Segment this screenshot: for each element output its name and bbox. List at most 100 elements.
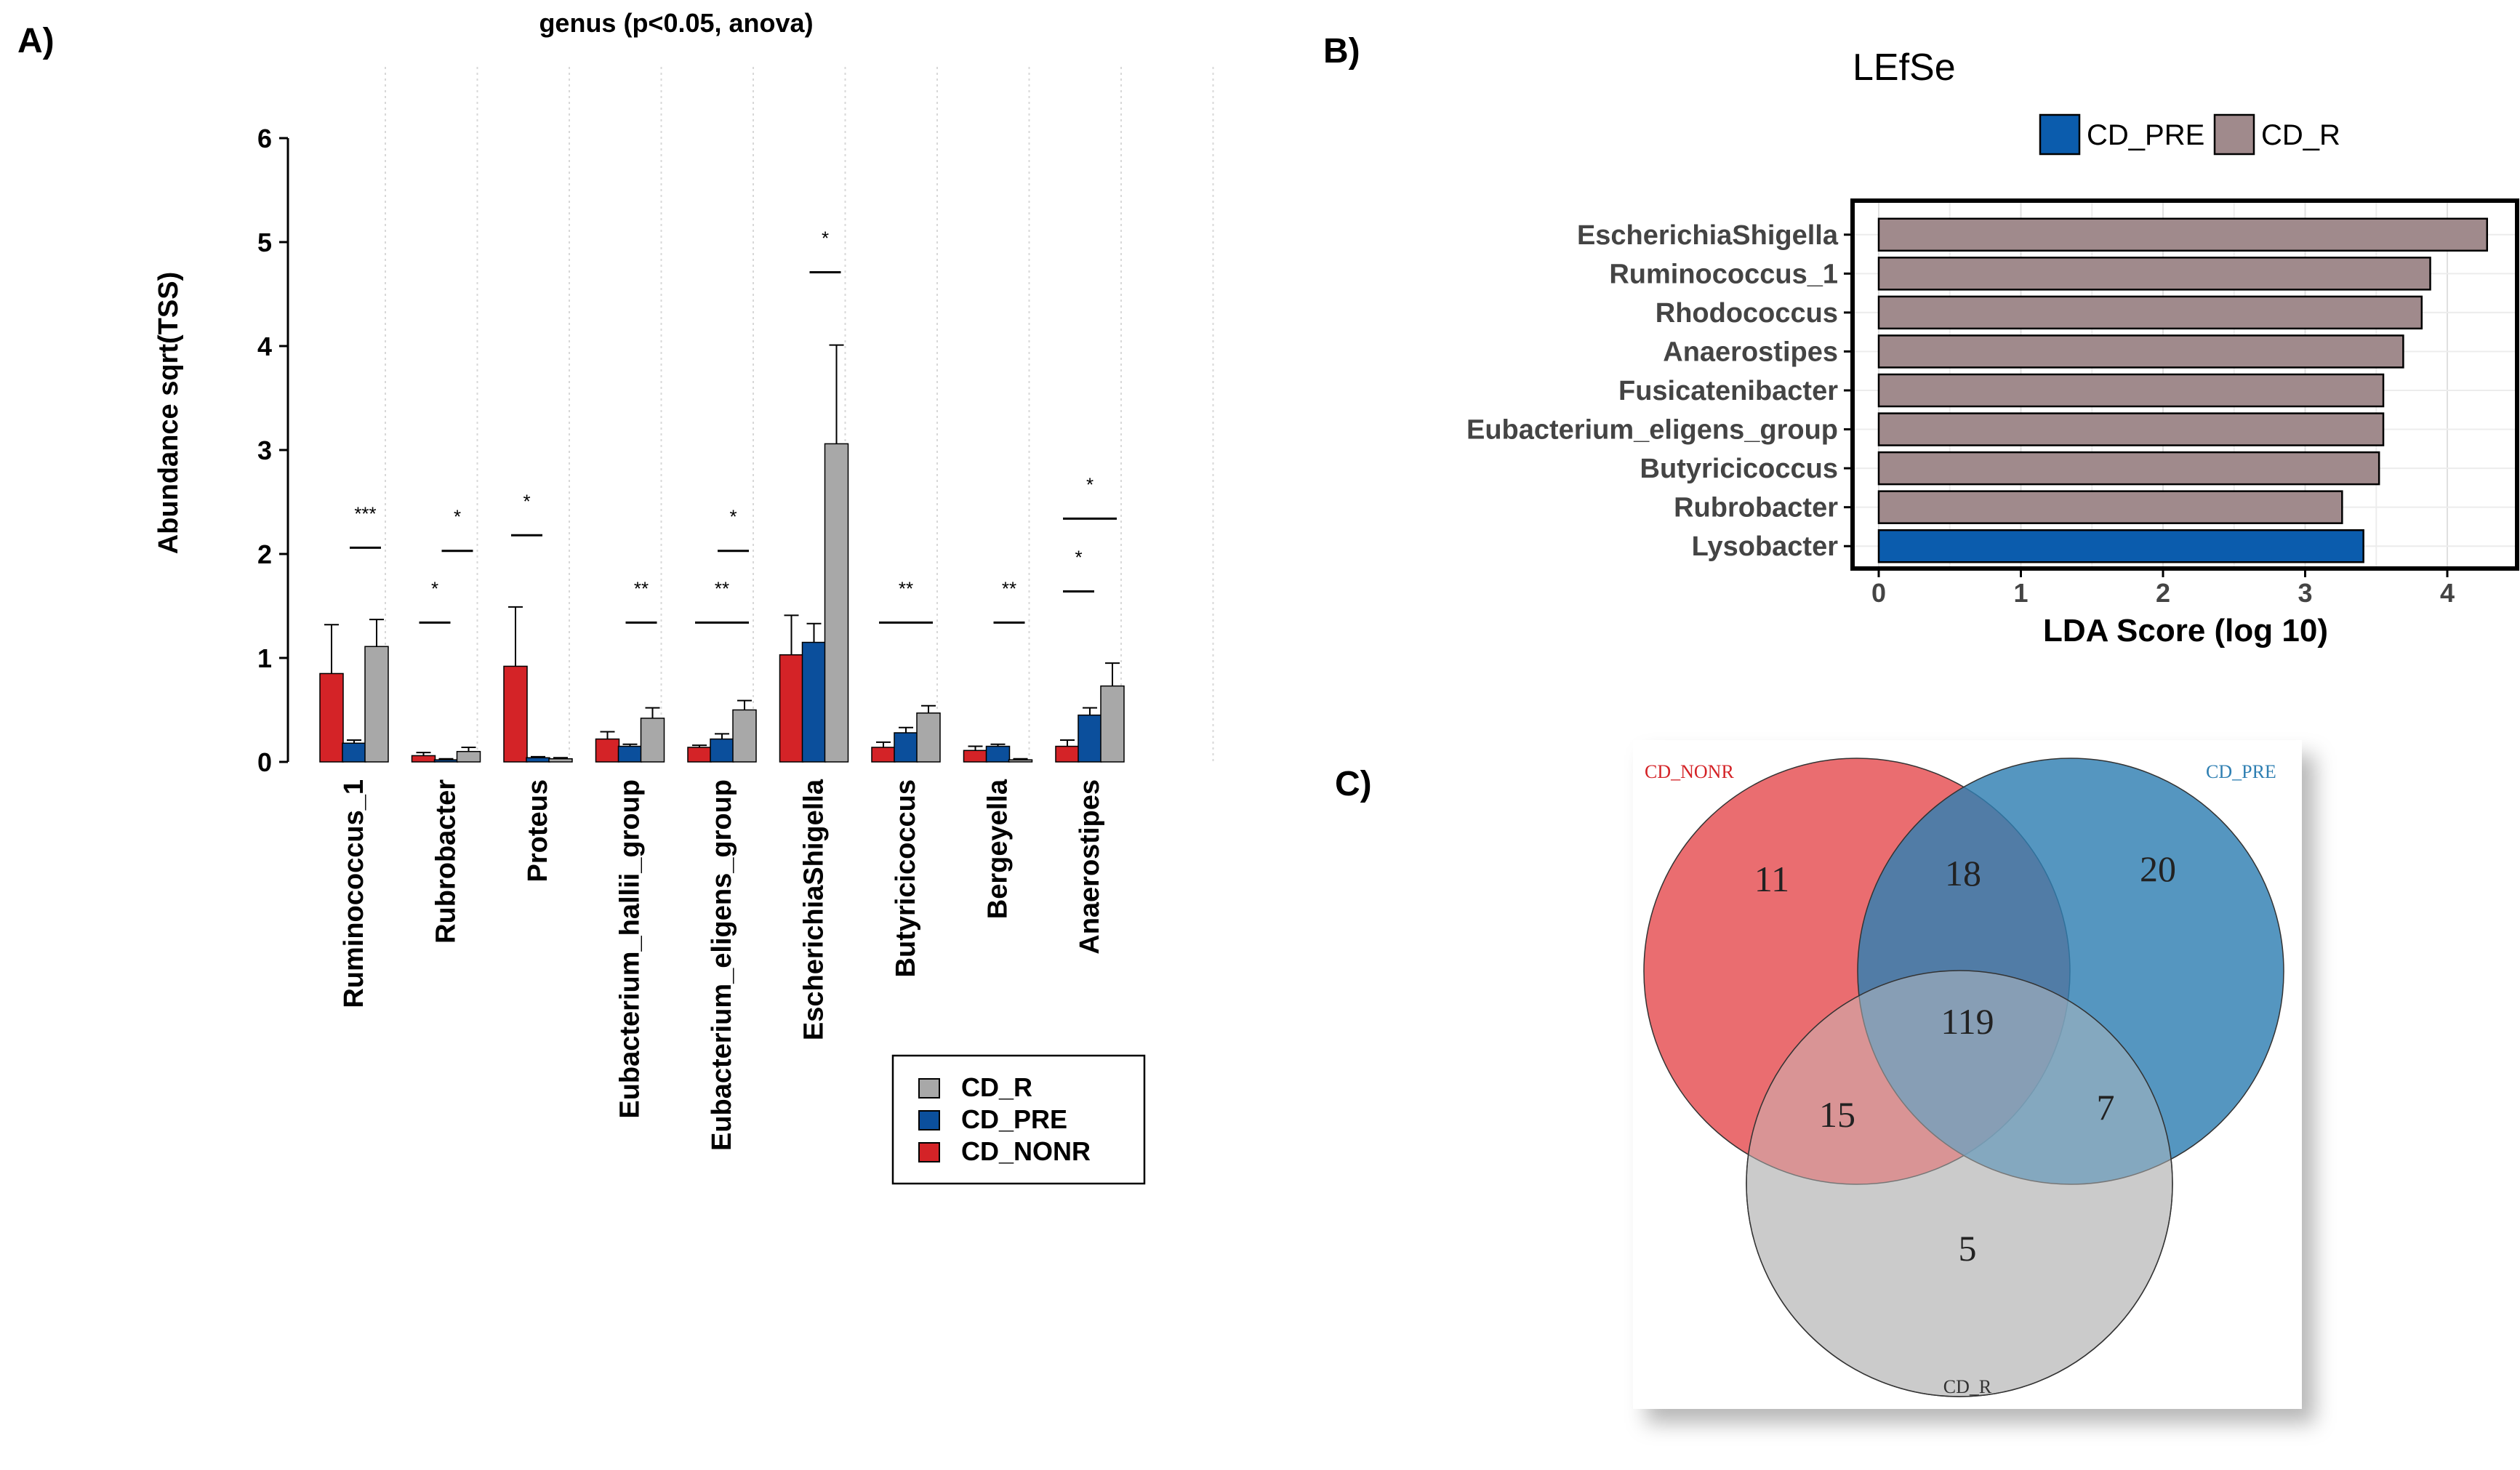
category-label: Rubrobacter (1674, 493, 1838, 523)
venn-count-only-nonr: 11 (1754, 859, 1789, 899)
bar-cd-r (824, 443, 849, 763)
legend-label-cd-r: CD_R (961, 1072, 1032, 1102)
significance-label: * (454, 506, 461, 528)
bar-cd-nonr (871, 747, 896, 763)
bar-cd-nonr (411, 755, 436, 763)
venn-count-all: 119 (1941, 1001, 1994, 1042)
significance-label: *** (354, 502, 376, 524)
chart-a-y-ticks: 0 1 2 3 4 5 6 (257, 124, 288, 777)
lda-bar-cd-r (1877, 490, 2343, 524)
venn-set-label-cd-r: CD_R (1943, 1376, 1992, 1397)
bar-cd-nonr (963, 750, 988, 763)
significance-label: ** (1002, 577, 1016, 599)
y-tick-label: 3 (257, 435, 272, 465)
chart-a-significance: ******** ****** **** (350, 227, 1117, 624)
lda-bar-cd-pre (1877, 529, 2364, 563)
bar-cd-pre (1078, 714, 1102, 763)
venn-set-label-cd-nonr: CD_NONR (1645, 761, 1734, 782)
bar-cd-pre (342, 742, 366, 763)
x-tick-label: 4 (2440, 578, 2455, 608)
bar-cd-r (456, 750, 481, 763)
venn-set-label-cd-pre: CD_PRE (2206, 761, 2276, 782)
bar-cd-pre (617, 745, 643, 763)
legend-swatch-cd-nonr (918, 1142, 940, 1162)
bar-cd-nonr (319, 672, 344, 763)
y-tick-label: 6 (257, 124, 272, 153)
significance-label: * (523, 490, 530, 512)
venn-count-nonr-pre: 18 (1945, 853, 1981, 893)
bar-cd-pre (985, 745, 1011, 763)
x-tick-label: Butyricicoccus (891, 779, 921, 977)
bar-cd-nonr (595, 738, 620, 763)
y-tick-label: 1 (257, 643, 272, 673)
category-label: Ruminococcus_1 (1609, 259, 1838, 289)
chart-a-y-label: Abundance sqrt(TSS) (153, 272, 184, 554)
bar-cd-pre (433, 759, 459, 763)
chart-b-bars (1877, 217, 2488, 563)
venn-count-only-r: 5 (1959, 1228, 1977, 1269)
bar-cd-pre (894, 732, 918, 763)
chart-a-bars (319, 344, 1125, 763)
x-tick-label: 3 (2298, 578, 2312, 608)
chart-a-title: genus (p<0.05, anova) (539, 8, 813, 38)
venn-shapes (1643, 758, 2284, 1397)
category-label: EscherichiaShigella (1577, 220, 1839, 251)
bar-cd-r (916, 712, 941, 763)
category-label: Rhodococcus (1656, 298, 1838, 329)
category-label: Fusicatenibacter (1618, 376, 1838, 406)
venn-circle-cd-r-overlay (1746, 970, 2173, 1397)
venn-count-only-pre: 20 (2140, 848, 2176, 889)
legend-label-cd-pre: CD_PRE (961, 1104, 1067, 1134)
legend-label-cd-pre-lefse: CD_PRE (2087, 119, 2204, 151)
category-label: Anaerostipes (1663, 337, 1838, 367)
x-tick-label: Rubrobacter (431, 779, 462, 944)
bar-cd-nonr (779, 654, 804, 763)
significance-label: * (1075, 546, 1082, 568)
bar-cd-pre (801, 641, 827, 763)
x-tick-label: Proteus (523, 779, 553, 882)
chart-a-legend: CD_R CD_PRE CD_NONR (891, 1054, 1146, 1185)
x-tick-label: Eubacterium_hallii_group (615, 779, 646, 1119)
significance-label: ** (899, 577, 913, 599)
lda-bar-cd-r (1877, 217, 2488, 252)
lda-bar-cd-r (1877, 295, 2423, 330)
significance-label: * (822, 227, 829, 249)
x-tick-label: 1 (2013, 578, 2028, 608)
panel-b-lefse-chart: LEfSe CD_PRE CD_R EscherichiaShigella Rum… (1466, 47, 2520, 648)
panel-c-label: C) (1335, 765, 1372, 803)
lda-bar-cd-r (1877, 451, 2380, 486)
x-tick-label: EscherichiaShigella (799, 779, 830, 1040)
significance-label: ** (715, 577, 729, 599)
panel-a-bar-chart: genus (p<0.05, anova) 0 1 2 3 4 5 6 Abundance … (153, 8, 1214, 1185)
venn-count-nonr-r: 15 (1819, 1094, 1855, 1135)
chart-a-x-ticks: Ruminococcus_1 Rubrobacter Proteus Eubacter… (339, 779, 1105, 1151)
significance-label: * (431, 577, 438, 599)
x-tick-label: Ruminococcus_1 (339, 779, 369, 1008)
panel-a-label: A) (17, 22, 55, 60)
bar-cd-nonr (503, 665, 528, 763)
significance-label: * (729, 506, 737, 528)
legend-swatch-cd-pre-lefse (2039, 113, 2081, 156)
x-tick-label: 2 (2156, 578, 2170, 608)
bar-cd-nonr (687, 747, 712, 763)
legend-label-cd-r-lefse: CD_R (2261, 119, 2340, 151)
x-tick-label: 0 (1871, 578, 1886, 608)
bar-cd-r (732, 709, 757, 763)
lda-bar-cd-r (1877, 334, 2404, 369)
y-tick-label: 4 (257, 332, 272, 361)
legend-swatch-cd-r (918, 1078, 940, 1099)
x-tick-label: Anaerostipes (1075, 779, 1105, 955)
chart-b-title: LEfSe (1853, 47, 1956, 89)
legend-swatch-cd-pre (918, 1110, 940, 1130)
chart-b-category-labels: EscherichiaShigella Ruminococcus_1 Rhodoco… (1466, 220, 1853, 562)
bar-cd-pre (710, 738, 734, 763)
panel-b-label: B) (1323, 32, 1360, 71)
x-tick-label: Eubacterium_eligens_group (707, 779, 737, 1151)
chart-b-plot-border (1850, 198, 2519, 571)
legend-swatch-cd-r-lefse (2213, 113, 2255, 156)
bar-cd-nonr (1055, 745, 1080, 763)
category-label: Eubacterium_eligens_group (1466, 415, 1838, 446)
chart-b-x-ticks: 0 1 2 3 4 (1871, 569, 2455, 608)
significance-label: * (1086, 473, 1094, 495)
